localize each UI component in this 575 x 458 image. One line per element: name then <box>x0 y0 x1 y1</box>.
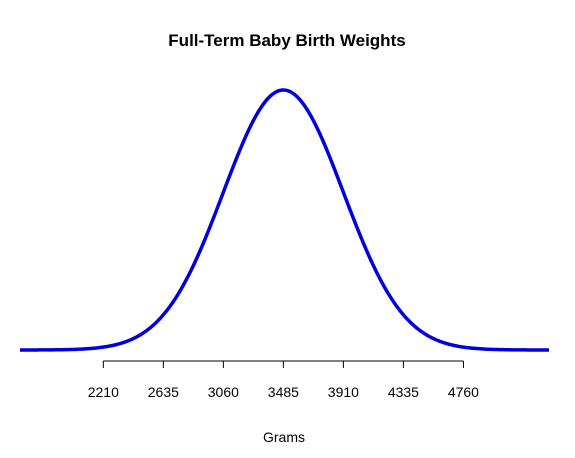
x-tick-label: 2635 <box>148 384 179 400</box>
x-axis: 2210 2635 3060 3485 3910 4335 4760 <box>88 360 479 400</box>
x-tick-label: 2210 <box>88 384 119 400</box>
x-tick-label: 4760 <box>448 384 479 400</box>
x-tick-label: 4335 <box>388 384 419 400</box>
chart-title: Full-Term Baby Birth Weights <box>168 31 405 50</box>
density-curve <box>20 88 550 352</box>
x-tick-label: 3910 <box>328 384 359 400</box>
x-tick-label: 3485 <box>268 384 299 400</box>
x-tick-label: 3060 <box>208 384 239 400</box>
x-axis-label: Grams <box>263 429 305 445</box>
curve-layer <box>20 88 550 352</box>
